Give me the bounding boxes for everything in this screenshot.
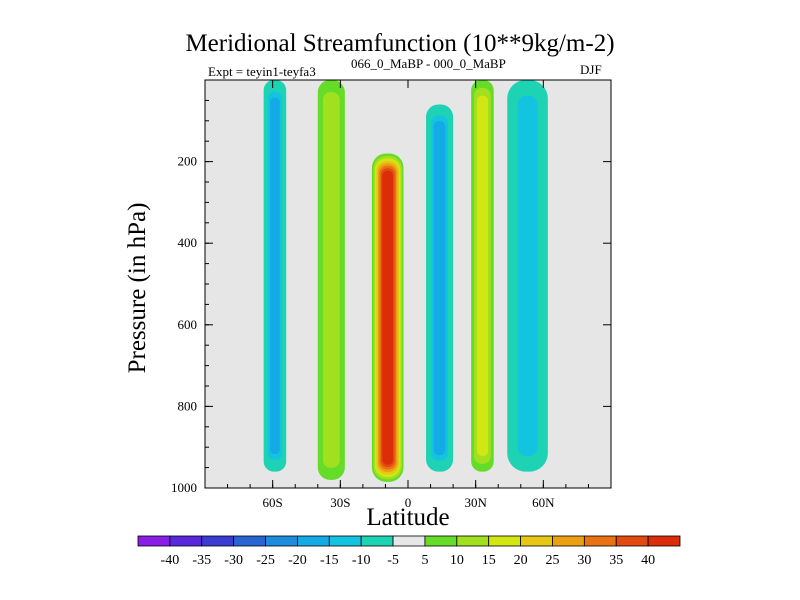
colorbar-label: -15 <box>320 553 339 568</box>
colorbar-swatch <box>520 535 553 547</box>
colorbar-label: -20 <box>288 553 307 568</box>
y-tick-label: 200 <box>178 154 198 169</box>
colorbar-swatch <box>488 535 521 547</box>
x-axis-label: Latitude <box>366 504 450 531</box>
colorbar-swatch <box>328 535 362 547</box>
colorbar-label: 40 <box>641 553 655 568</box>
colorbar-swatch <box>456 535 490 547</box>
colorbar-swatch <box>201 535 235 547</box>
colorbar-swatch <box>647 535 681 547</box>
colorbar-label: -25 <box>256 553 275 568</box>
colorbar: -40 -35 -30 -25 -20 -15 -10 -5 5 10 15 20 25 30 35 40 <box>137 535 681 568</box>
field-north-equatorial-band-level-4 <box>433 121 446 456</box>
field-southern-outer-band-level-4 <box>270 97 280 455</box>
colorbar-label: -10 <box>352 553 371 568</box>
contour-field <box>263 80 548 482</box>
axis-ticks: 60S 30S 0 30N 60N 200 400 600 800 1000 <box>171 79 612 510</box>
x-tick-label: 0 <box>405 495 412 510</box>
colorbar-swatch <box>615 535 649 547</box>
field-southern-mid-band-level-2 <box>322 91 340 468</box>
colorbar-swatch <box>552 535 585 547</box>
colorbar-swatch <box>583 535 617 547</box>
colorbar-swatch <box>360 535 394 547</box>
season-label: DJF <box>580 62 602 77</box>
colorbar-swatch <box>297 535 330 547</box>
colorbar-label: 20 <box>514 553 528 568</box>
experiment-period-label: 066_0_MaBP - 000_0_MaBP <box>351 56 506 71</box>
colorbar-swatch <box>424 535 458 547</box>
colorbar-label: -5 <box>387 553 399 568</box>
colorbar-label: 15 <box>482 553 496 568</box>
colorbar-label: 25 <box>545 553 559 568</box>
x-tick-label: 60S <box>263 495 283 510</box>
colorbar-swatch <box>169 535 203 547</box>
colorbar-label: -35 <box>192 553 211 568</box>
experiment-label: Expt = teyin1-teyfa3 <box>208 64 316 79</box>
field-northern-mid-band-level-3 <box>476 95 488 457</box>
y-tick-label: 1000 <box>171 480 197 495</box>
colorbar-label: 10 <box>450 553 464 568</box>
y-axis-label: Pressure (in hPa) <box>124 202 151 374</box>
colorbar-label: 30 <box>577 553 591 568</box>
colorbar-label: 35 <box>609 553 623 568</box>
colorbar-swatch <box>265 535 298 547</box>
colorbar-swatch <box>392 535 426 547</box>
colorbar-label: -30 <box>224 553 243 568</box>
field-equatorial-cell-level-8 <box>382 170 393 465</box>
x-tick-label: 60N <box>532 495 555 510</box>
colorbar-swatch <box>233 535 266 547</box>
chart-title: Meridional Streamfunction (10**9kg/m-2) <box>185 30 615 57</box>
field-northern-outer-band-level-3 <box>517 95 538 457</box>
y-tick-label: 800 <box>178 398 198 413</box>
colorbar-label: -40 <box>161 553 180 568</box>
y-tick-label: 600 <box>178 317 198 332</box>
x-tick-label: 30S <box>330 495 350 510</box>
colorbar-label: 5 <box>421 553 428 568</box>
x-tick-label: 30N <box>464 495 487 510</box>
y-tick-label: 400 <box>178 235 198 250</box>
colorbar-swatch <box>137 535 171 547</box>
